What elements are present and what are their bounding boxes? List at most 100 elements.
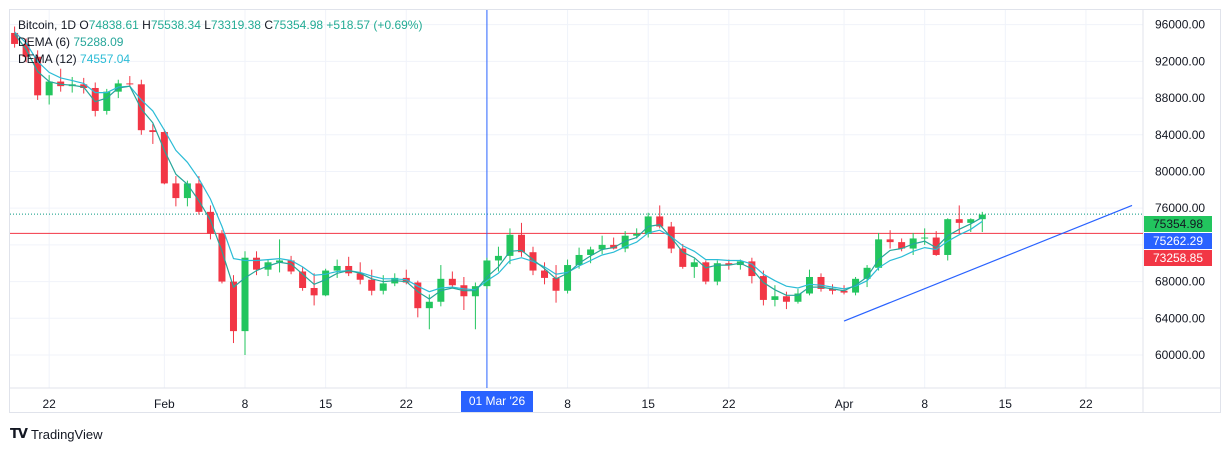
candle-body xyxy=(34,56,42,96)
tradingview-logo-icon: 𝗧𝗩 xyxy=(10,426,28,441)
candle-body xyxy=(598,244,606,250)
chart-frame[interactable] xyxy=(9,9,1221,413)
dema6-value: 75288.09 xyxy=(73,35,124,49)
candle-body xyxy=(287,260,295,272)
candle-body xyxy=(782,296,790,302)
y-tick-label: 88000.00 xyxy=(1155,91,1205,105)
candle-body xyxy=(11,32,19,44)
candle-body xyxy=(552,277,560,291)
candle-body xyxy=(414,282,422,309)
candle-body xyxy=(932,237,940,255)
candle-body xyxy=(253,257,261,270)
candle-body xyxy=(276,260,284,263)
candle-body xyxy=(45,81,53,96)
y-tick-label: 60000.00 xyxy=(1155,348,1205,362)
candle-body xyxy=(817,276,825,289)
candle-body xyxy=(80,84,88,88)
candle-body xyxy=(875,239,883,268)
candle-body xyxy=(610,244,618,249)
candle-body xyxy=(195,183,203,212)
y-tick-label: 96000.00 xyxy=(1155,18,1205,32)
x-tick-label: 8 xyxy=(921,397,928,411)
candle-body xyxy=(206,211,214,234)
candle-body xyxy=(967,219,975,223)
x-tick-label: 15 xyxy=(319,397,333,411)
candle-body xyxy=(218,233,226,282)
candle-body xyxy=(955,219,963,223)
candle-body xyxy=(483,260,491,287)
dema6-line xyxy=(14,33,983,300)
close-value: 75354.98 xyxy=(272,18,324,32)
candle-body xyxy=(425,301,433,309)
candle-body xyxy=(759,276,767,300)
candle-body xyxy=(702,262,710,282)
candle-body xyxy=(656,216,664,227)
candle-body xyxy=(299,271,307,288)
candle-body xyxy=(564,265,572,291)
candle-body xyxy=(379,283,387,291)
candle-body xyxy=(944,219,952,255)
dema6-legend[interactable]: DEMA (6) 75288.09 xyxy=(18,34,422,51)
x-tick-label: 22 xyxy=(42,397,56,411)
candle-body xyxy=(898,242,906,249)
x-tick-label: 22 xyxy=(722,397,736,411)
y-tick-label: 84000.00 xyxy=(1155,128,1205,142)
y-tick-label: 80000.00 xyxy=(1155,164,1205,178)
candle-body xyxy=(921,237,929,239)
candle-body xyxy=(633,233,641,236)
candle-body xyxy=(368,279,376,291)
change-value: +518.57 (+0.69%) xyxy=(326,18,423,32)
candle-body xyxy=(541,270,549,278)
symbol-name[interactable]: Bitcoin xyxy=(18,18,55,32)
x-tick-label: 22 xyxy=(400,397,414,411)
candle-body xyxy=(679,248,687,267)
symbol-ohlc-row: Bitcoin, 1D O74838.61 H75538.34 L73319.3… xyxy=(18,18,423,32)
candle-body xyxy=(805,276,813,294)
last-price-tag: 75354.98 xyxy=(1144,216,1212,232)
open-value: 74838.61 xyxy=(88,18,139,32)
candle-body xyxy=(91,87,99,111)
dema12-name: DEMA (12) xyxy=(18,52,77,66)
x-tick-label: 15 xyxy=(642,397,656,411)
candle-body xyxy=(126,83,134,85)
candle-body xyxy=(448,278,456,286)
candle-body xyxy=(587,249,595,255)
candle-body xyxy=(160,132,168,184)
candle-body xyxy=(644,216,652,234)
dema12-line xyxy=(14,31,983,293)
dema12-value: 74557.04 xyxy=(80,52,131,66)
x-tick-label: 8 xyxy=(564,397,571,411)
candle-body xyxy=(149,130,157,133)
candle-body xyxy=(978,214,986,220)
candle-body xyxy=(621,235,629,249)
trend-line xyxy=(843,204,1133,322)
candle-body xyxy=(310,287,318,296)
y-tick-label: 76000.00 xyxy=(1155,201,1205,215)
candle-body xyxy=(229,281,237,332)
dema12-legend[interactable]: DEMA (12) 74557.04 xyxy=(18,51,422,68)
candle-body xyxy=(713,263,721,282)
tradingview-logo[interactable]: 𝗧𝗩 TradingView xyxy=(10,426,102,442)
high-value: 75538.34 xyxy=(150,18,201,32)
candle-body xyxy=(137,84,145,131)
candle-body xyxy=(322,270,330,296)
candle-body xyxy=(494,255,502,261)
candle-body xyxy=(183,183,191,199)
candle-body xyxy=(840,290,848,293)
candle-body xyxy=(333,265,341,271)
x-tick-label: 15 xyxy=(999,397,1013,411)
candle-body xyxy=(863,267,871,279)
candle-body xyxy=(241,257,249,332)
x-tick-label: Apr xyxy=(835,397,854,411)
dema6-price-tag: 75262.29 xyxy=(1144,233,1212,249)
timeframe-label[interactable]: 1D xyxy=(60,18,77,32)
crosshair-date-tag: 01 Mar '26 xyxy=(461,391,533,412)
candle-body xyxy=(886,239,894,243)
candle-body xyxy=(829,288,837,291)
y-tick-label: 92000.00 xyxy=(1155,54,1205,68)
candle-body xyxy=(172,183,180,199)
x-tick-label: Feb xyxy=(154,397,175,411)
candle-body xyxy=(506,234,514,256)
y-tick-label: 68000.00 xyxy=(1155,275,1205,289)
chart-legend: Bitcoin, 1D O74838.61 H75538.34 L73319.3… xyxy=(18,17,422,68)
